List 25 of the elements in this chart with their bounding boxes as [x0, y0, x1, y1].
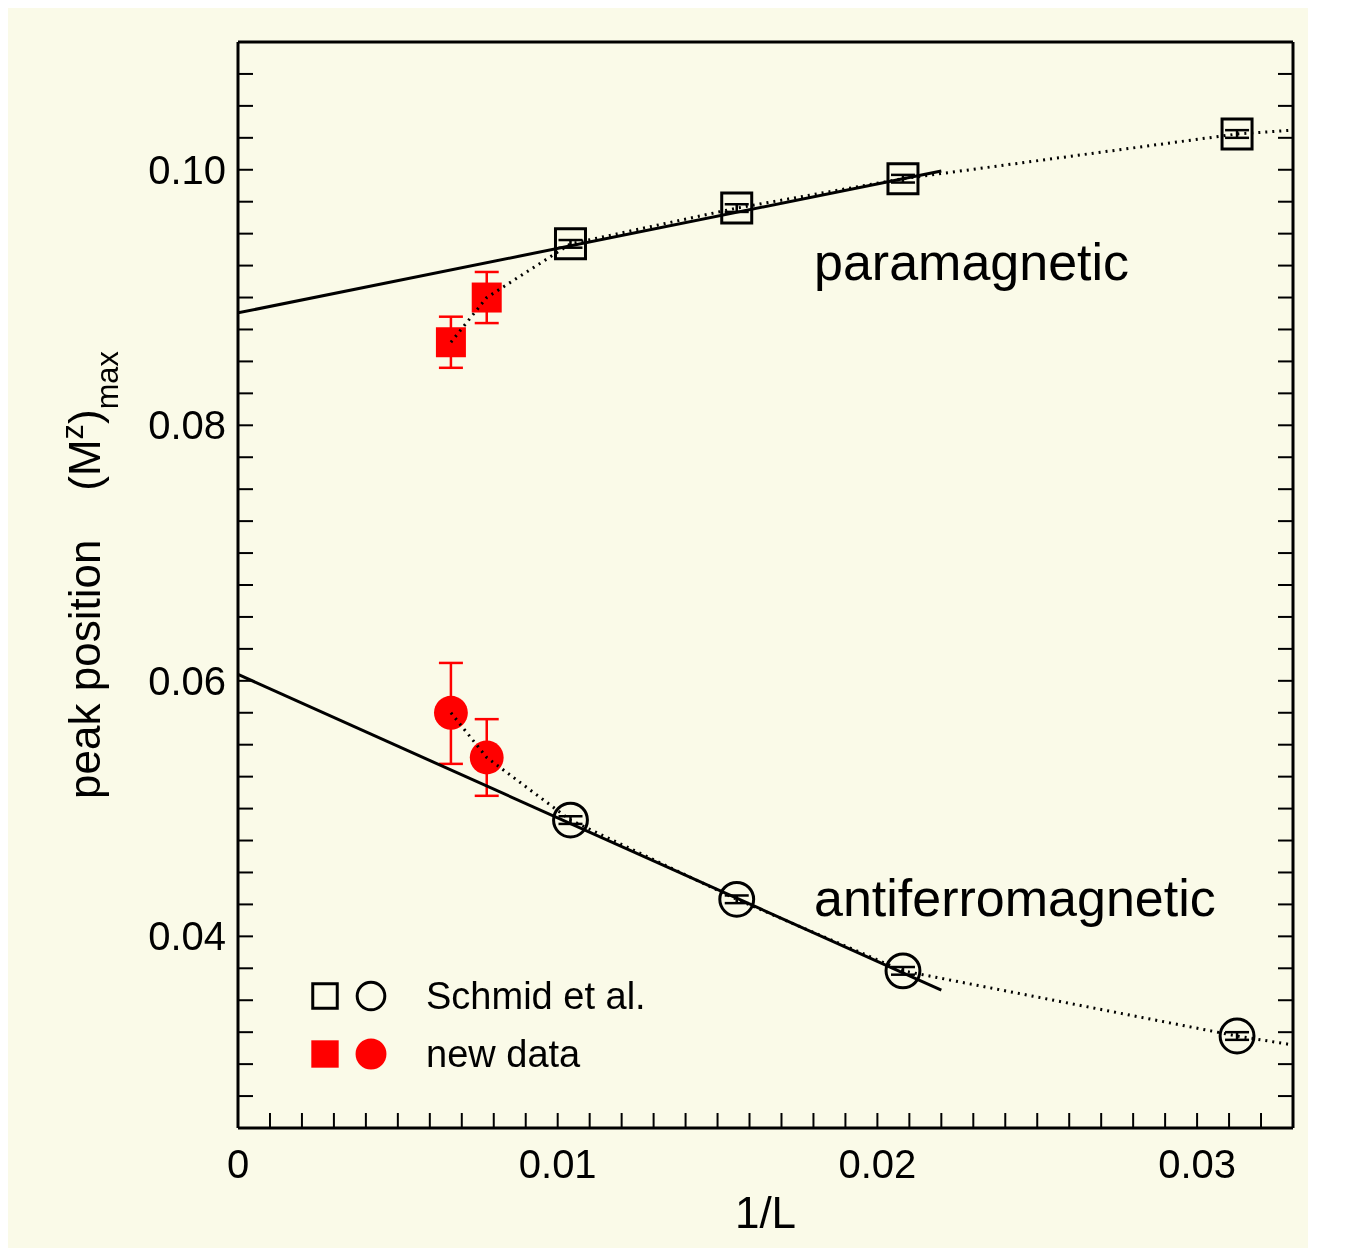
- y-tick-label: 0.04: [148, 914, 226, 959]
- y-tick-label: 0.10: [148, 147, 226, 192]
- point: [553, 227, 587, 261]
- legend-label: new data: [426, 1032, 581, 1076]
- annotation: antiferromagnetic: [814, 868, 1216, 928]
- point: [720, 191, 754, 225]
- point: [1220, 117, 1254, 151]
- annotation: paramagnetic: [814, 232, 1130, 292]
- x-tick-label: 0.01: [518, 1142, 597, 1186]
- point: [469, 740, 504, 775]
- point: [435, 327, 466, 358]
- x-tick-label: 0.03: [1158, 1142, 1237, 1186]
- legend-label: Schmid et al.: [426, 974, 646, 1018]
- x-tick-label: 0: [226, 1142, 250, 1186]
- point: [1218, 1017, 1256, 1055]
- point: [552, 801, 589, 839]
- point: [718, 880, 756, 918]
- point: [884, 952, 922, 990]
- point: [886, 162, 920, 196]
- y-tick-label: 0.08: [148, 403, 226, 448]
- point: [433, 695, 468, 730]
- x-axis-title: 1/L: [734, 1188, 797, 1237]
- x-tick-label: 0.02: [838, 1142, 917, 1186]
- point: [471, 282, 502, 313]
- y-tick-label: 0.06: [148, 658, 226, 703]
